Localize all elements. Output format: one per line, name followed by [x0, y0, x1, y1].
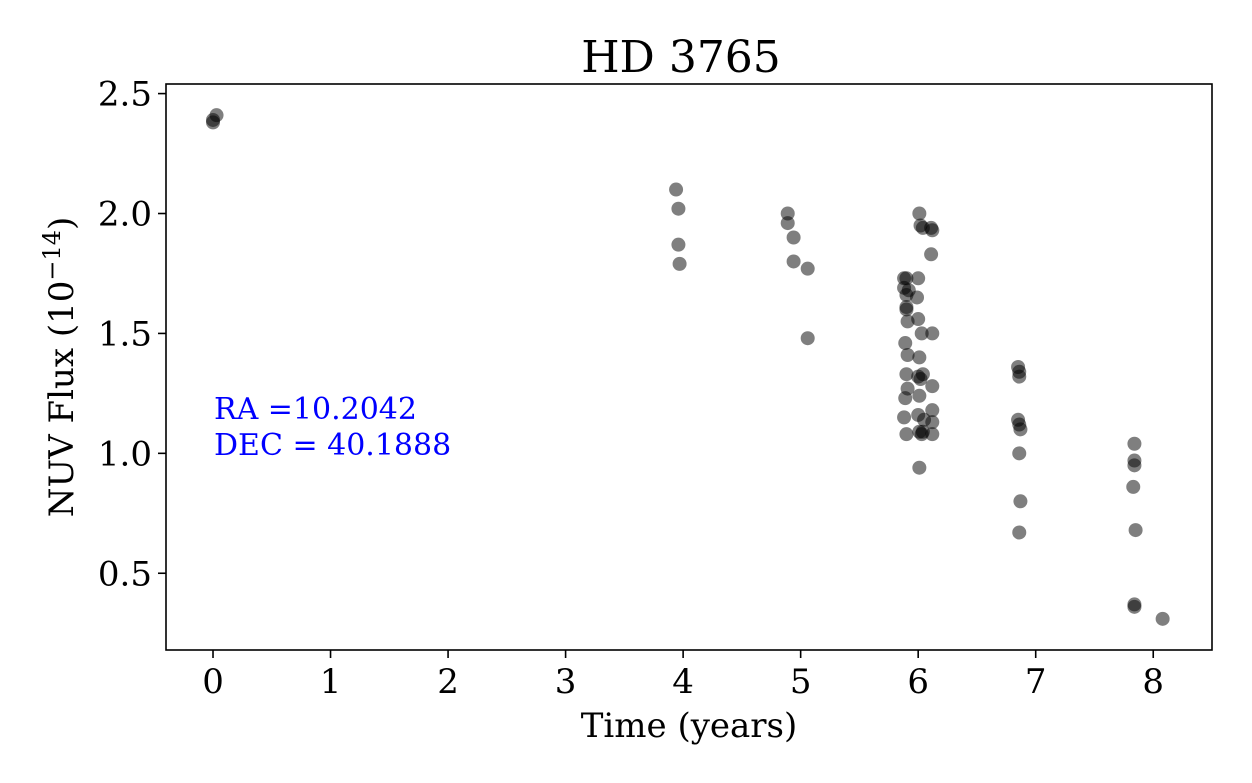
data-point: [800, 261, 815, 276]
data-point: [1013, 422, 1028, 437]
data-point: [914, 326, 929, 341]
data-point: [1155, 611, 1170, 626]
data-point: [912, 350, 927, 365]
x-tick-label: 5: [790, 662, 812, 702]
x-tick-label: 3: [555, 662, 577, 702]
data-point: [911, 312, 926, 327]
data-point: [899, 427, 914, 442]
data-point: [786, 230, 801, 245]
y-axis-ticks: 0.5 1.0 1.5 2.0 2.5: [98, 75, 166, 594]
data-point: [912, 206, 927, 221]
annotation-ra: RA =10.2042: [214, 392, 417, 427]
x-tick-label: 0: [202, 662, 224, 702]
data-point: [924, 247, 939, 262]
x-tick-label: 4: [672, 662, 694, 702]
data-point: [925, 427, 940, 442]
data-point: [899, 367, 914, 382]
data-point: [672, 256, 687, 271]
data-point: [669, 182, 684, 197]
data-point: [786, 254, 801, 269]
data-point: [900, 314, 915, 329]
data-point: [910, 290, 925, 305]
data-point: [1127, 436, 1142, 451]
y-tick-label: 2.5: [98, 75, 152, 115]
x-tick-label: 1: [320, 662, 342, 702]
data-point: [671, 201, 686, 216]
data-point: [898, 336, 913, 351]
data-point: [780, 206, 795, 221]
x-tick-label: 2: [437, 662, 459, 702]
x-axis-label: Time (years): [581, 706, 798, 746]
data-point: [900, 348, 915, 363]
data-point: [912, 460, 927, 475]
data-point: [780, 216, 795, 231]
data-point: [1128, 523, 1143, 538]
data-point: [897, 410, 912, 425]
data-point: [1127, 458, 1142, 473]
y-tick-label: 2.0: [98, 195, 152, 235]
data-point: [912, 388, 927, 403]
data-point: [800, 331, 815, 346]
data-point: [925, 403, 940, 418]
annotation-dec: DEC = 40.1888: [214, 428, 451, 463]
y-tick-label: 1.0: [98, 434, 152, 474]
data-point: [899, 300, 914, 315]
x-tick-label: 7: [1025, 662, 1047, 702]
data-point: [1012, 446, 1027, 461]
y-tick-label: 1.5: [98, 314, 152, 354]
data-point: [925, 223, 940, 238]
data-point: [911, 271, 926, 286]
plot-frame: [165, 83, 1213, 651]
y-axis-label: NUV Flux (10−14): [38, 217, 82, 518]
data-point: [1012, 525, 1027, 540]
y-axis-label-main: NUV Flux (10: [42, 281, 82, 518]
data-point: [1012, 369, 1027, 384]
data-point: [209, 108, 224, 123]
data-points: [206, 108, 1170, 626]
data-point: [925, 415, 940, 430]
data-point: [1126, 479, 1141, 494]
y-tick-label: 0.5: [98, 554, 152, 594]
data-point: [1127, 599, 1142, 614]
data-point: [671, 237, 686, 252]
data-point: [915, 367, 930, 382]
chart-title: HD 3765: [581, 32, 781, 83]
data-point: [898, 391, 913, 406]
y-axis-label-close: ): [42, 217, 82, 230]
x-axis-ticks: 0 1 2 3 4 5 6 7 8: [202, 650, 1164, 702]
x-tick-label: 8: [1142, 662, 1164, 702]
y-axis-label-exponent: −14: [38, 230, 66, 281]
data-point: [925, 379, 940, 394]
x-tick-label: 6: [907, 662, 929, 702]
data-point: [1013, 494, 1028, 509]
data-point: [925, 326, 940, 341]
